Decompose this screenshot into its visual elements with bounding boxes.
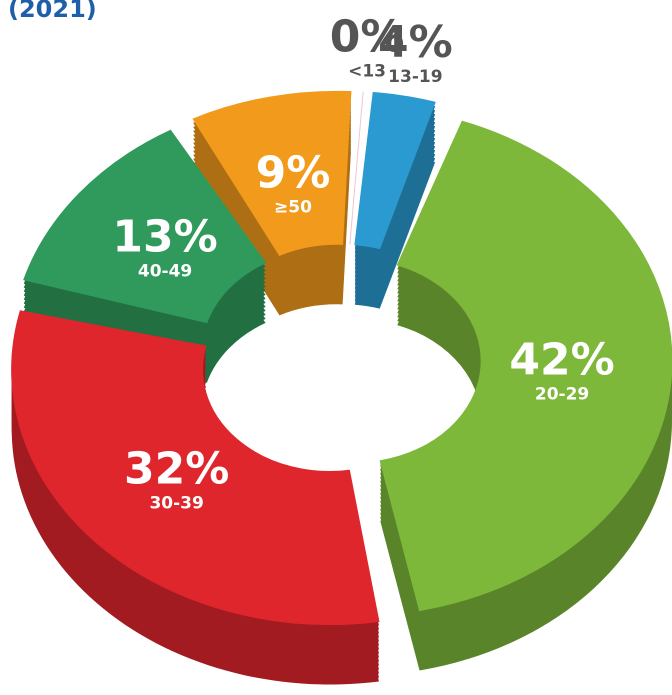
segment [379,120,672,612]
value-label: 42% [509,334,614,385]
category-label: ≥50 [274,198,312,218]
value-label: 0% [330,12,405,63]
chart-title: (2021) [8,0,97,23]
segment [354,91,436,250]
value-label: 32% [124,443,229,494]
category-label: <13 [348,62,386,82]
category-label: 40-49 [138,262,192,282]
value-label: 4% [378,17,453,68]
segment [11,310,380,625]
category-label: 20-29 [535,384,589,404]
category-label: 13-19 [388,67,442,87]
value-label: 9% [256,148,331,199]
category-label: 30-39 [149,493,203,513]
segment [23,129,267,324]
value-label: 13% [112,212,217,263]
segment [192,90,352,256]
